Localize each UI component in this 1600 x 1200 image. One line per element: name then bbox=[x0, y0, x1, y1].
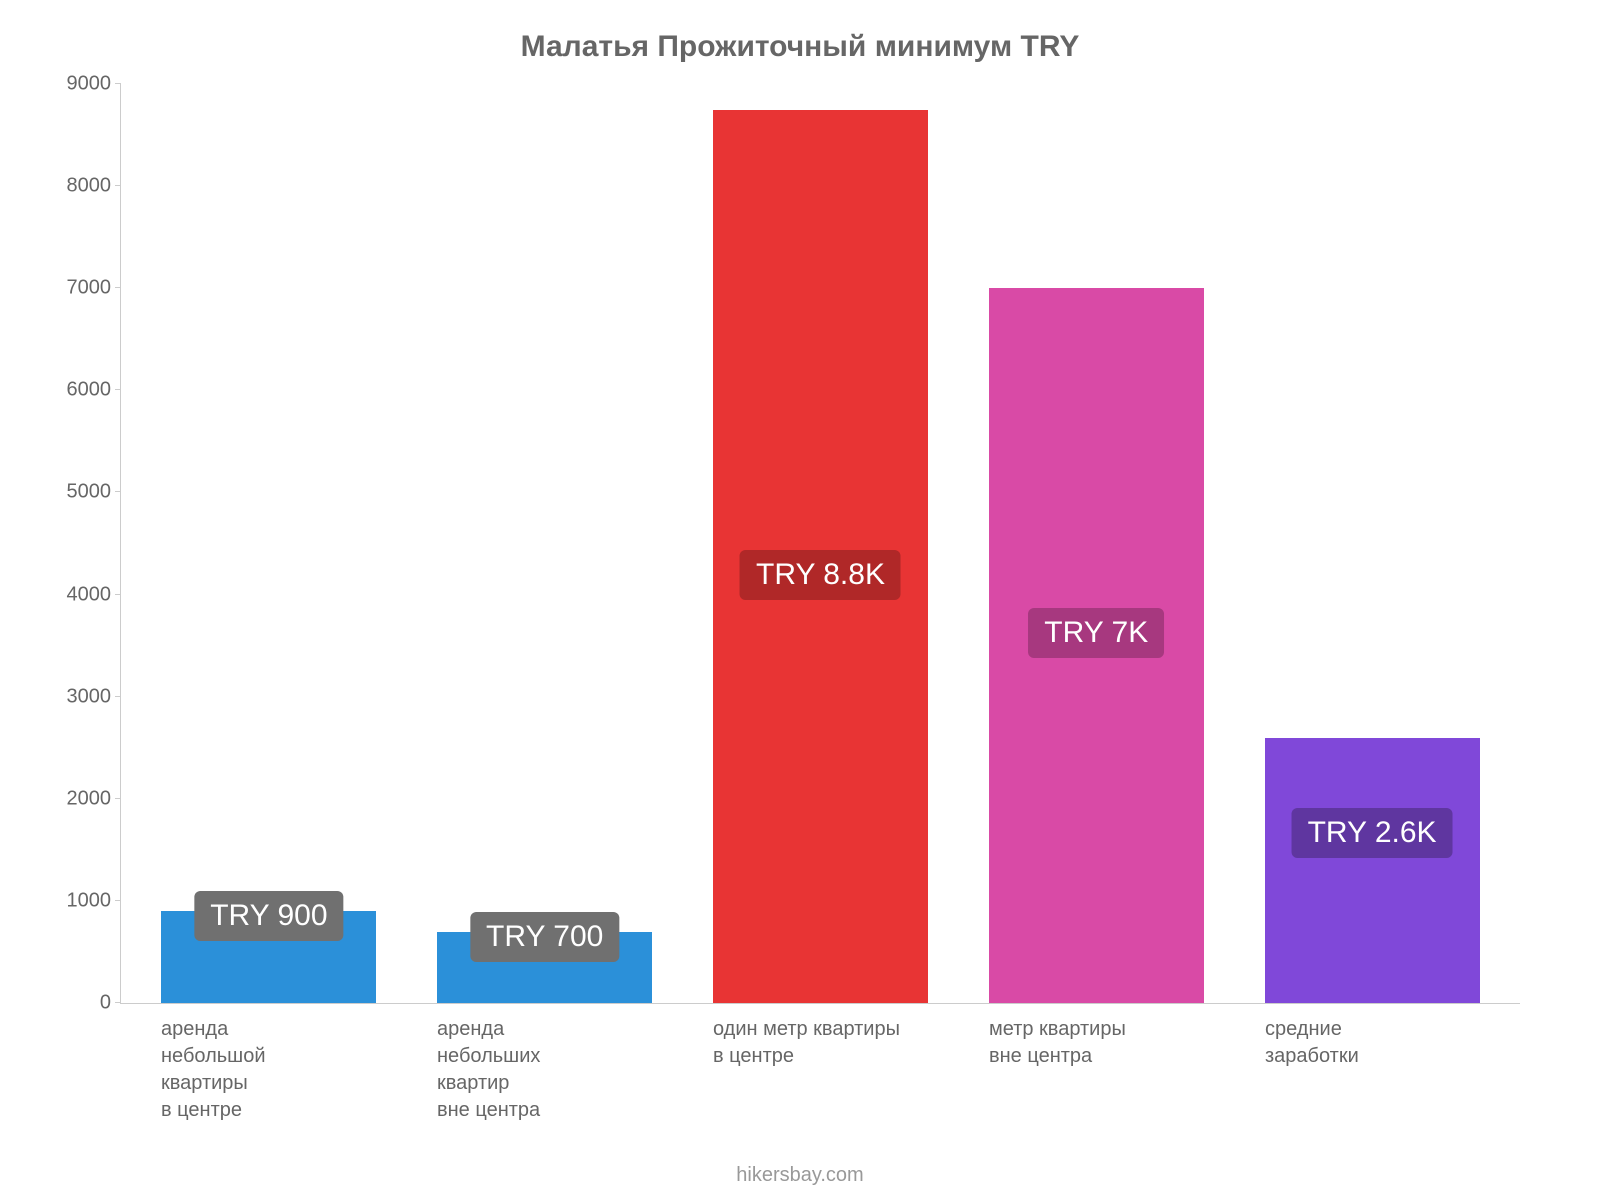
x-axis-label: средниезаработки bbox=[1257, 1016, 1487, 1124]
y-tick-mark bbox=[115, 185, 121, 186]
y-tick-mark bbox=[115, 491, 121, 492]
chart-footer: hikersbay.com bbox=[60, 1164, 1540, 1187]
chart-container: Малатья Прожиточный минимум TRY TRY 900T… bbox=[0, 0, 1600, 1200]
y-tick-label: 3000 bbox=[51, 685, 111, 708]
bar-slot: TRY 2.6K bbox=[1234, 84, 1510, 1003]
y-tick-mark bbox=[115, 900, 121, 901]
y-tick-mark bbox=[115, 594, 121, 595]
y-tick-label: 5000 bbox=[51, 481, 111, 504]
bar: TRY 900 bbox=[161, 911, 376, 1003]
bar-slot: TRY 7K bbox=[958, 84, 1234, 1003]
y-tick-label: 4000 bbox=[51, 583, 111, 606]
y-tick-label: 7000 bbox=[51, 277, 111, 300]
bar-value-label: TRY 900 bbox=[194, 891, 343, 941]
bar-slot: TRY 700 bbox=[407, 84, 683, 1003]
x-axis-labels: аренданебольшойквартирыв центре аренданеб… bbox=[120, 1004, 1520, 1124]
bar-value-label: TRY 7K bbox=[1028, 608, 1164, 658]
bar-slot: TRY 900 bbox=[131, 84, 407, 1003]
x-axis-label: метр квартирывне центра bbox=[981, 1016, 1211, 1124]
y-tick-label: 1000 bbox=[51, 889, 111, 912]
y-tick-mark bbox=[115, 83, 121, 84]
y-tick-mark bbox=[115, 696, 121, 697]
x-axis-label: аренданебольшихквартирвне центра bbox=[429, 1016, 659, 1124]
bar: TRY 700 bbox=[437, 932, 652, 1003]
chart-title: Малатья Прожиточный минимум TRY bbox=[60, 30, 1540, 64]
bar-value-label: TRY 2.6K bbox=[1292, 808, 1453, 858]
y-tick-label: 2000 bbox=[51, 787, 111, 810]
bar-value-label: TRY 8.8K bbox=[740, 550, 901, 600]
bar: TRY 8.8K bbox=[713, 110, 928, 1003]
x-axis-label: аренданебольшойквартирыв центре bbox=[153, 1016, 383, 1124]
y-tick-mark bbox=[115, 1002, 121, 1003]
bar-value-label: TRY 700 bbox=[470, 912, 619, 962]
x-axis-label: один метр квартирыв центре bbox=[705, 1016, 935, 1124]
y-tick-mark bbox=[115, 287, 121, 288]
bar: TRY 7K bbox=[989, 288, 1204, 1003]
y-tick-mark bbox=[115, 389, 121, 390]
y-tick-label: 9000 bbox=[51, 73, 111, 96]
bars-region: TRY 900 TRY 700 TRY 8.8K TRY 7K TRY 2.6K bbox=[121, 84, 1520, 1003]
y-tick-mark bbox=[115, 798, 121, 799]
plot-area: TRY 900TRY 700TRY 8.8KTRY 7KTRY 2.6K 010… bbox=[120, 84, 1520, 1004]
bar: TRY 2.6K bbox=[1265, 738, 1480, 1003]
y-tick-label: 8000 bbox=[51, 175, 111, 198]
y-tick-label: 0 bbox=[51, 992, 111, 1015]
bar-slot: TRY 8.8K bbox=[683, 84, 959, 1003]
y-tick-label: 6000 bbox=[51, 379, 111, 402]
